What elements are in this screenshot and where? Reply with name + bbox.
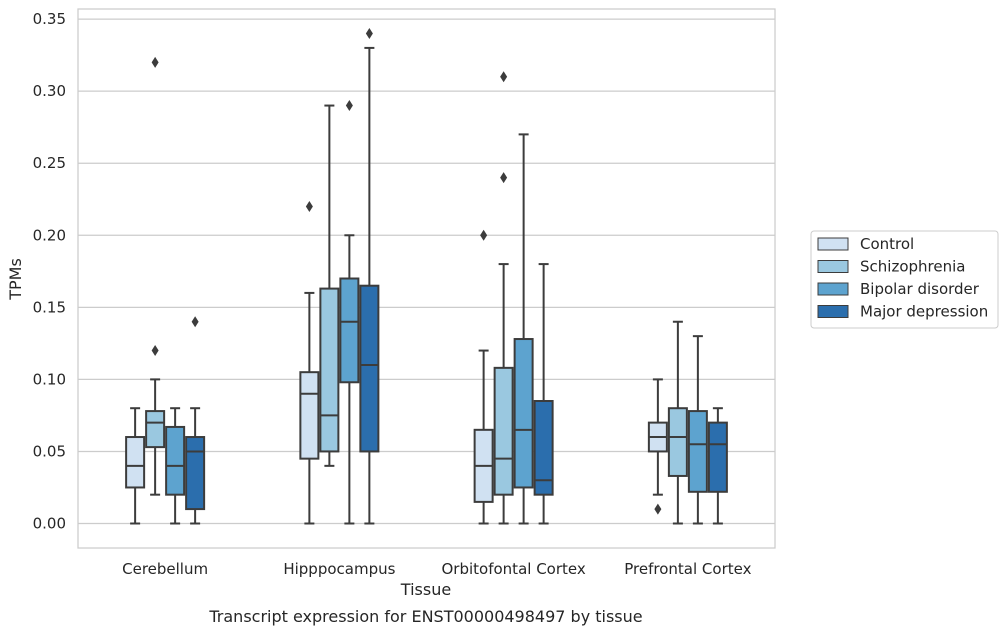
plot-frame [77, 8, 776, 549]
legend: Control Schizophrenia Bipolar disorder Majo… [810, 230, 999, 329]
iqr-box [185, 436, 206, 511]
outlier-point [500, 172, 508, 184]
box-bipolar-disorder [513, 133, 534, 525]
box-schizophrenia [667, 320, 688, 525]
x-tick-label: Prefrontal Cortex [624, 560, 751, 578]
iqr-box [513, 338, 534, 489]
chart-caption: Transcript expression for ENST0000049849… [208, 607, 642, 626]
iqr-box [145, 410, 166, 449]
outlier-point [654, 503, 662, 515]
box-bipolar-disorder [687, 335, 708, 525]
iqr-box [339, 277, 360, 384]
box-bipolar-disorder [165, 407, 186, 525]
y-axis-ticks: 0.00 0.05 0.10 0.15 0.20 0.25 0.30 0.35 [33, 10, 66, 532]
box-schizophrenia [145, 56, 166, 496]
box-bipolar-disorder [339, 100, 360, 525]
iqr-box [165, 425, 186, 496]
outlier-point [191, 316, 199, 328]
legend-label: Major depression [860, 303, 988, 321]
y-tick-label: 0.10 [33, 370, 66, 388]
y-tick-label: 0.00 [33, 515, 66, 533]
legend-swatch [817, 305, 849, 318]
x-axis-ticks: Cerebellum Hipppocampus Orbitofontal Corte… [122, 560, 751, 578]
iqr-box [125, 436, 146, 489]
y-tick-label: 0.15 [33, 298, 66, 316]
box-major-depression [707, 407, 728, 525]
x-tick-label: Cerebellum [122, 560, 208, 578]
iqr-box [687, 410, 708, 493]
outlier-point [345, 100, 353, 112]
box-control [125, 407, 146, 525]
box-control [473, 229, 494, 525]
box-major-depression [185, 316, 206, 525]
box-major-depression [533, 263, 554, 525]
y-tick-label: 0.30 [33, 82, 66, 100]
legend-frame [810, 230, 999, 329]
y-tick-label: 0.20 [33, 226, 66, 244]
iqr-box [299, 371, 320, 460]
box-schizophrenia [319, 104, 340, 467]
outlier-point [480, 229, 488, 241]
outlier-point [151, 345, 159, 357]
x-tick-label: Hipppocampus [283, 560, 395, 578]
box-major-depression [359, 28, 380, 525]
x-tick-label: Orbitofontal Cortex [442, 560, 586, 578]
iqr-box [533, 400, 554, 496]
legend-label: Bipolar disorder [860, 280, 980, 298]
outlier-point [500, 71, 508, 83]
outlier-point [305, 200, 313, 212]
outlier-point [151, 56, 159, 68]
legend-swatch [817, 260, 849, 273]
iqr-box [319, 287, 340, 453]
legend-items: Control Schizophrenia Bipolar disorder Majo… [817, 235, 988, 321]
x-axis-label: Tissue [400, 580, 451, 599]
box-control [299, 200, 320, 525]
legend-swatch [817, 237, 849, 251]
box-control [647, 378, 668, 515]
legend-label: Schizophrenia [860, 258, 965, 276]
iqr-box [707, 421, 728, 493]
box-schizophrenia [493, 71, 514, 525]
legend-swatch [817, 282, 849, 296]
outlier-point [365, 28, 373, 39]
y-tick-label: 0.05 [33, 442, 66, 460]
box-series [125, 28, 728, 525]
iqr-box [667, 407, 688, 477]
iqr-box [359, 284, 380, 453]
y-axis-label: TPMs [6, 258, 25, 301]
y-tick-label: 0.35 [33, 10, 66, 28]
y-tick-label: 0.25 [33, 154, 66, 172]
iqr-box [493, 366, 514, 496]
legend-label: Control [860, 235, 914, 253]
